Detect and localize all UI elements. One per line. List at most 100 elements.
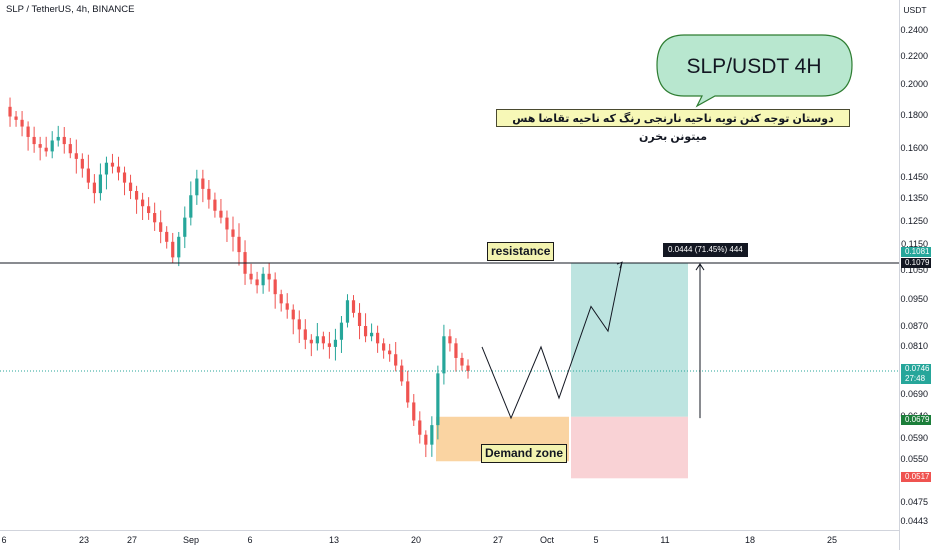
chart-header-title: SLP / TetherUS, 4h, BINANCE xyxy=(6,4,135,15)
price-tick-label: 0.1600 xyxy=(900,143,928,153)
candle-body xyxy=(333,339,338,347)
candle-body xyxy=(297,319,301,330)
candle-body xyxy=(20,119,24,127)
candle-body xyxy=(303,329,307,340)
candle-body xyxy=(128,182,133,191)
candle-body xyxy=(400,365,404,382)
candle-body xyxy=(448,336,452,344)
time-tick-label: Sep xyxy=(183,535,199,545)
projection-path xyxy=(481,262,623,420)
candle-body xyxy=(134,190,139,200)
price-tick-label: 0.1450 xyxy=(900,172,928,182)
candle-body xyxy=(237,236,241,253)
price-tick-label: 0.2200 xyxy=(900,51,928,61)
persian-note: دوستان توجه کنن تویه ناحیه نارنجی رنگ که… xyxy=(496,109,850,143)
overlay-layer xyxy=(0,261,900,420)
time-tick-label: 13 xyxy=(329,535,339,545)
candle-body xyxy=(189,195,193,218)
price-tick-label: 0.0690 xyxy=(900,389,928,399)
candle-body xyxy=(454,343,458,358)
price-tick-label: 0.1150 xyxy=(901,239,928,249)
price-tag-current: 0.0746 xyxy=(901,364,931,374)
candle-body xyxy=(68,144,72,154)
candle-body xyxy=(213,199,217,211)
time-tick-label: 23 xyxy=(79,535,89,545)
candle-body xyxy=(394,354,398,366)
candle-body xyxy=(110,162,115,167)
candle-body xyxy=(140,199,145,207)
candle-body xyxy=(315,336,319,344)
time-tick-label: 5 xyxy=(593,535,598,545)
candle-body xyxy=(345,300,350,323)
candle-body xyxy=(406,381,410,403)
time-tick-label: 11 xyxy=(660,535,669,545)
candle-body xyxy=(74,153,78,159)
candle-body xyxy=(357,312,362,327)
time-axis[interactable]: 6 23 27 Sep 6 13 20 27 Oct 5 11 18 25 xyxy=(1,535,837,545)
price-tick-label: 0.0950 xyxy=(900,294,928,304)
candle-body xyxy=(412,402,416,421)
candle-body xyxy=(351,300,356,313)
candle-body xyxy=(116,166,121,173)
candle-body xyxy=(442,336,446,374)
candle-body xyxy=(369,332,374,337)
price-tick-label: 0.2000 xyxy=(900,79,928,89)
candle-body xyxy=(32,136,36,145)
stop-zone-box xyxy=(571,416,688,479)
candle-body xyxy=(183,217,187,237)
candle-body xyxy=(98,174,103,194)
candle-body xyxy=(388,350,392,355)
price-tag-red: 0.0517 xyxy=(901,472,931,482)
candle-body xyxy=(255,279,259,286)
demand-zone-label: Demand zone xyxy=(481,444,568,463)
time-tick-label: Oct xyxy=(540,535,555,545)
candle-body xyxy=(424,434,428,445)
resistance-label: resistance xyxy=(487,242,555,261)
candle-body xyxy=(231,229,235,237)
candle-body xyxy=(86,168,90,183)
candle-body xyxy=(207,188,211,200)
title-bubble: SLP/USDT 4H xyxy=(656,34,853,108)
target-zone-box xyxy=(571,263,688,417)
price-tick-label: 0.0550 xyxy=(900,454,928,464)
candle-body xyxy=(177,236,181,258)
price-tick-label: 0.0443 xyxy=(900,516,928,526)
candle-body xyxy=(273,279,277,295)
price-axis[interactable]: 0.2400 0.2200 0.2000 0.1800 0.1600 0.1450 0.13… xyxy=(900,25,928,526)
candle-body xyxy=(171,241,175,258)
candle-body xyxy=(376,332,380,344)
measure-arrowhead xyxy=(695,263,705,271)
candle-body xyxy=(309,339,313,344)
price-tick-label: 0.1350 xyxy=(900,193,928,203)
time-tick-label: 18 xyxy=(745,535,755,545)
time-tick-label: 25 xyxy=(827,535,837,545)
price-tick-label: 0.0870 xyxy=(900,321,928,331)
time-tick-label: 20 xyxy=(411,535,421,545)
candle-body xyxy=(8,106,12,117)
candle-body xyxy=(430,425,434,445)
price-axis-unit[interactable]: USDT xyxy=(903,5,927,15)
price-tick-label: 0.1050 xyxy=(900,265,928,275)
candle-body xyxy=(122,172,127,183)
candles-layer xyxy=(8,97,470,458)
candle-body xyxy=(159,222,163,232)
candle-body xyxy=(261,273,265,286)
price-tick-label: 0.0810 xyxy=(900,341,928,351)
candle-body xyxy=(466,365,470,371)
price-tick-label: 0.1250 xyxy=(900,216,928,226)
time-tick-label: 27 xyxy=(127,535,137,545)
candle-body xyxy=(321,336,325,344)
candle-body xyxy=(26,126,30,137)
candle-body xyxy=(62,136,66,145)
candle-body xyxy=(418,420,422,435)
time-tick-label: 6 xyxy=(1,535,6,545)
candle-body xyxy=(153,213,157,223)
bubble-title: SLP/USDT 4H xyxy=(687,55,822,78)
candle-body xyxy=(225,217,229,230)
projection-arrowhead xyxy=(616,261,623,269)
candle-body xyxy=(267,273,271,280)
candle-body xyxy=(165,231,169,242)
price-tick-label: 0.0475 xyxy=(900,497,928,507)
countdown-tag: 27:48 xyxy=(901,374,931,384)
